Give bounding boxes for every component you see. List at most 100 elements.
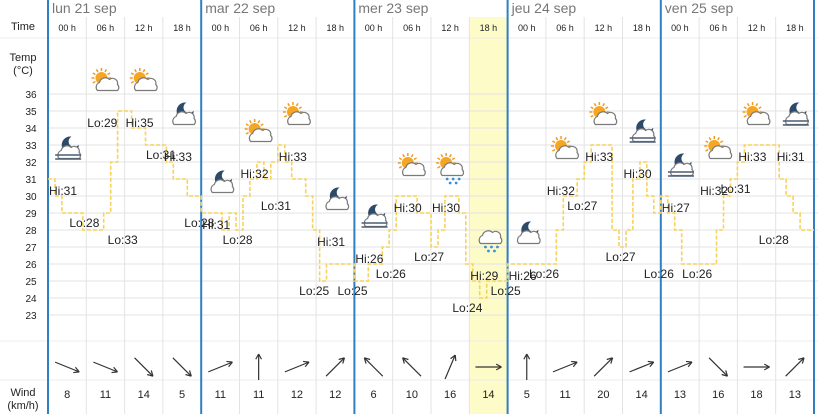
y-tick-label: 35 <box>25 107 37 118</box>
day-header: mar 22 sep <box>205 0 275 16</box>
y-tick-label: 25 <box>25 277 37 288</box>
wind-speed-label: 14 <box>138 389 150 401</box>
wind-direction-arrow-icon <box>172 357 192 377</box>
sun-cloud-icon <box>282 102 311 126</box>
sun-cloud-icon <box>244 119 273 143</box>
wind-speed-label: 14 <box>482 389 494 401</box>
temp-lo-label: Lo:26 <box>376 267 406 281</box>
wind-speed-label: 14 <box>636 389 648 401</box>
time-label: 00 h <box>518 23 536 33</box>
temp-hi-label: Hi:32 <box>547 184 575 198</box>
time-label: 06 h <box>556 23 574 33</box>
temp-hi-label: Hi:35 <box>126 116 154 130</box>
time-label: 06 h <box>709 23 727 33</box>
y-tick-label: 26 <box>25 260 37 271</box>
wind-speed-label: 12 <box>329 389 341 401</box>
wind-unit-label: (km/h) <box>7 400 39 412</box>
temp-hi-label: Hi:30 <box>624 167 652 181</box>
wind-direction-arrow-icon <box>708 357 729 377</box>
wind-direction-arrow-icon <box>523 353 531 380</box>
time-label: 12 h <box>288 23 306 33</box>
temperature-line <box>48 110 814 299</box>
wind-speed-label: 11 <box>100 389 111 401</box>
time-label: 06 h <box>403 23 421 33</box>
wind-direction-arrow-icon <box>402 357 422 377</box>
sun-cloud-icon <box>91 68 120 92</box>
wind-direction-arrow-icon <box>93 361 118 374</box>
temp-hi-label: Hi:33 <box>164 150 192 164</box>
temp-hi-label: Hi:26 <box>355 252 383 266</box>
time-label: 00 h <box>365 23 383 33</box>
wind-direction-arrow-icon <box>208 360 233 373</box>
time-label: 00 h <box>58 23 76 33</box>
moon-cloud-icon <box>516 221 541 245</box>
wind-speed-label: 10 <box>406 389 418 401</box>
moon-cloud-fog-icon <box>361 204 388 228</box>
time-label: 18 h <box>480 23 498 33</box>
current-slot-highlight <box>469 17 508 414</box>
temp-lo-label: Lo:25 <box>337 284 367 298</box>
y-tick-label: 24 <box>25 294 37 305</box>
time-row-label: Time <box>10 21 36 33</box>
time-label: 18 h <box>786 23 804 33</box>
temp-hi-label: Hi:27 <box>662 201 690 215</box>
wind-speed-label: 16 <box>444 389 456 401</box>
sun-cloud-icon <box>129 68 158 92</box>
temp-lo-label: Lo:26 <box>644 267 674 281</box>
wind-direction-arrow-icon <box>325 357 346 377</box>
temp-lo-label: Lo:25 <box>491 284 521 298</box>
wind-speed-label: 13 <box>674 389 686 401</box>
wind-direction-arrow-icon <box>743 363 770 371</box>
time-label: 18 h <box>326 23 344 33</box>
day-header: lun 21 sep <box>52 0 117 16</box>
y-tick-label: 23 <box>25 311 37 322</box>
wind-speed-label: 11 <box>253 389 264 401</box>
y-tick-label: 29 <box>25 209 37 220</box>
time-label: 18 h <box>633 23 651 33</box>
wind-speed-label: 12 <box>291 389 303 401</box>
temp-lo-label: Lo:28 <box>759 233 789 247</box>
wind-direction-arrow-icon <box>54 361 80 374</box>
y-tick-label: 31 <box>25 175 37 186</box>
moon-cloud-icon <box>325 187 350 211</box>
wind-speed-label: 11 <box>215 389 226 401</box>
moon-cloud-icon <box>172 102 196 126</box>
time-label: 12 h <box>595 23 613 33</box>
temp-lo-label: Lo:31 <box>720 182 750 196</box>
temp-lo-label: Lo:27 <box>414 250 444 264</box>
cloud-rain-icon <box>478 230 503 253</box>
wind-speed-label: 11 <box>559 389 570 401</box>
temp-hi-label: Hi:31 <box>49 184 77 198</box>
temp-lo-label: Lo:33 <box>108 233 138 247</box>
wind-speed-label: 5 <box>179 389 185 401</box>
day-header: mer 23 sep <box>358 0 428 16</box>
temp-lo-label: Lo:26 <box>529 267 559 281</box>
time-label: 12 h <box>135 23 153 33</box>
moon-cloud-fog-icon <box>55 136 82 160</box>
temp-hi-label: Lo:29 <box>87 116 117 130</box>
temp-lo-label: Lo:31 <box>146 148 176 162</box>
temp-hi-label: Hi:33 <box>279 150 307 164</box>
time-label: 06 h <box>250 23 268 33</box>
time-label: 12 h <box>441 23 459 33</box>
sun-cloud-icon <box>704 136 733 160</box>
time-label: 00 h <box>212 23 230 33</box>
wind-direction-arrow-icon <box>629 360 655 373</box>
wind-direction-arrow-icon <box>444 354 457 380</box>
wind-speed-label: 13 <box>789 389 801 401</box>
moon-cloud-icon <box>210 170 235 194</box>
day-header: ven 25 sep <box>665 0 734 16</box>
sun-cloud-icon <box>551 136 579 160</box>
wind-speed-label: 20 <box>597 389 609 401</box>
wind-speed-label: 8 <box>64 389 70 401</box>
temp-lo-label: Lo:28 <box>69 216 99 230</box>
y-tick-label: 32 <box>25 158 37 169</box>
wind-direction-arrow-icon <box>552 360 578 373</box>
temp-hi-label: Hi:30 <box>394 201 422 215</box>
wind-direction-arrow-icon <box>363 357 384 377</box>
day-header: jeu 24 sep <box>511 0 577 16</box>
temp-hi-label: Hi:32 <box>700 184 728 198</box>
wind-speed-label: 18 <box>750 389 762 401</box>
y-tick-label: 33 <box>25 141 37 152</box>
